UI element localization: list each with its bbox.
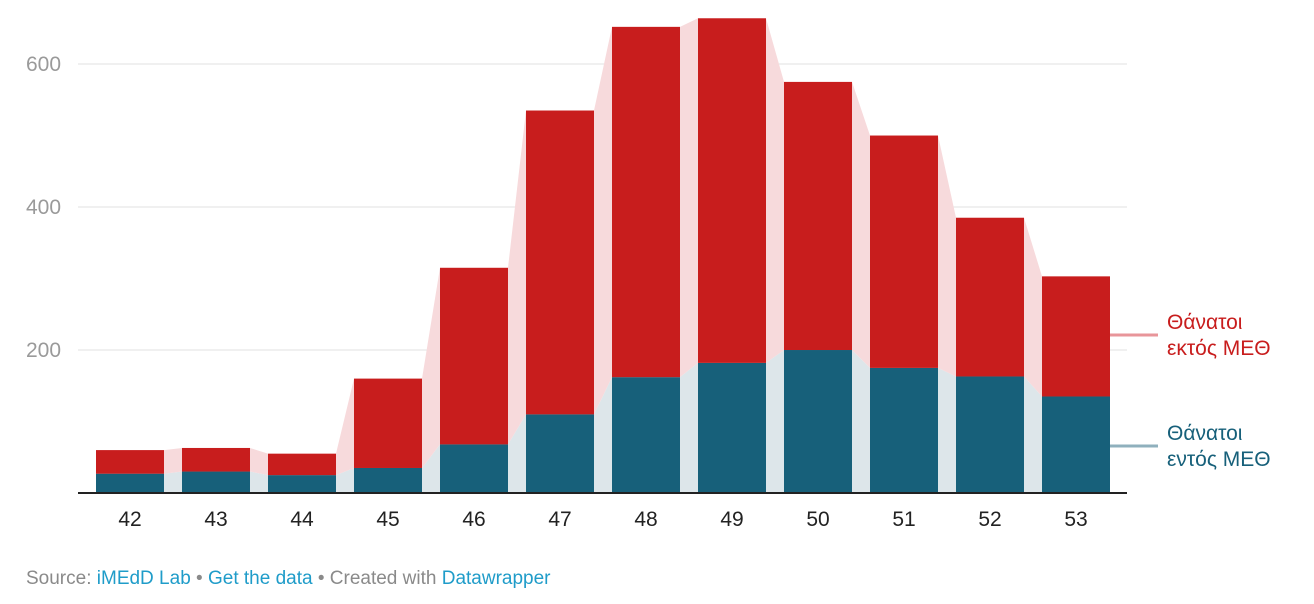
bar-inside-icu xyxy=(956,376,1024,493)
bar-inside-icu xyxy=(526,414,594,493)
x-tick-label: 53 xyxy=(1064,508,1087,531)
y-tick-label: 200 xyxy=(26,339,61,362)
bar-inside-icu xyxy=(440,444,508,493)
series-labels: Θάνατοι εντός ΜΕΘ Θάνατοι εκτός ΜΕΘ xyxy=(1110,311,1271,471)
footer: Source: iMEdD Lab • Get the data • Creat… xyxy=(26,568,551,590)
bar-inside-icu xyxy=(870,367,938,493)
bar-inside-icu xyxy=(268,475,336,493)
bar-outside-icu xyxy=(698,18,766,363)
x-tick-label: 46 xyxy=(462,508,485,531)
bar-inside-icu xyxy=(698,362,766,493)
x-tick-label: 45 xyxy=(376,508,399,531)
bar-outside-icu xyxy=(870,135,938,368)
bar-outside-icu xyxy=(268,453,336,476)
x-tick-label: 48 xyxy=(634,508,657,531)
bars xyxy=(96,18,1110,493)
x-tick-label: 52 xyxy=(978,508,1001,531)
bar-inside-icu xyxy=(784,350,852,493)
series-band-inside-icu xyxy=(96,350,1110,493)
y-tick-label: 600 xyxy=(26,53,61,76)
x-tick-label: 42 xyxy=(118,508,141,531)
bar-inside-icu xyxy=(1042,396,1110,493)
datawrapper-link[interactable]: Datawrapper xyxy=(441,568,551,589)
bar-outside-icu xyxy=(182,447,250,472)
bar-outside-icu xyxy=(440,267,508,445)
bar-outside-icu xyxy=(956,217,1024,377)
x-tick-label: 47 xyxy=(548,508,571,531)
bar-outside-icu xyxy=(526,110,594,415)
bar-outside-icu xyxy=(1042,276,1110,397)
series-label-line: Θάνατοι xyxy=(1167,311,1243,334)
get-data-link[interactable]: Get the data xyxy=(207,568,313,589)
bar-inside-icu xyxy=(96,473,164,493)
bar-inside-icu xyxy=(182,471,250,493)
bar-inside-icu xyxy=(612,377,680,493)
created-with-text: Created with xyxy=(329,568,437,589)
source-prefix: Source: xyxy=(26,568,92,589)
footer-separator: • xyxy=(317,568,325,589)
series-label-line: εκτός ΜΕΘ xyxy=(1167,337,1271,360)
bar-outside-icu xyxy=(96,450,164,474)
x-tick-label: 51 xyxy=(892,508,915,531)
y-tick-label: 400 xyxy=(26,196,61,219)
series-label-line: Θάνατοι xyxy=(1167,422,1243,445)
series-band-outside-icu xyxy=(96,18,1110,476)
bar-outside-icu xyxy=(612,26,680,378)
chart: 200 400 600 42 43 44 45 46 47 48 49 50 51 52 53 Θάνατ… xyxy=(26,18,1271,531)
series-label-line: εντός ΜΕΘ xyxy=(1167,448,1271,471)
x-tick-label: 44 xyxy=(290,508,314,531)
area-bands xyxy=(96,18,1110,493)
bar-outside-icu xyxy=(784,81,852,351)
source-link[interactable]: iMEdD Lab xyxy=(96,568,191,589)
x-tick-label: 43 xyxy=(204,508,227,531)
bar-outside-icu xyxy=(354,378,422,468)
label-outside-icu: Θάνατοι εκτός ΜΕΘ xyxy=(1167,311,1271,360)
x-axis: 42 43 44 45 46 47 48 49 50 51 52 53 xyxy=(78,492,1127,531)
x-tick-label: 49 xyxy=(720,508,743,531)
x-tick-label: 50 xyxy=(806,508,829,531)
bar-inside-icu xyxy=(354,467,422,493)
footer-separator: • xyxy=(196,568,203,589)
label-inside-icu: Θάνατοι εντός ΜΕΘ xyxy=(1167,422,1271,471)
